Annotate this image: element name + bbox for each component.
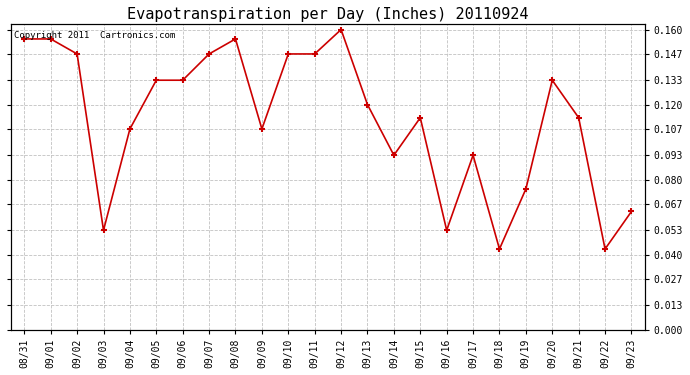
Text: Copyright 2011  Cartronics.com: Copyright 2011 Cartronics.com	[14, 31, 175, 40]
Title: Evapotranspiration per Day (Inches) 20110924: Evapotranspiration per Day (Inches) 2011…	[127, 7, 529, 22]
